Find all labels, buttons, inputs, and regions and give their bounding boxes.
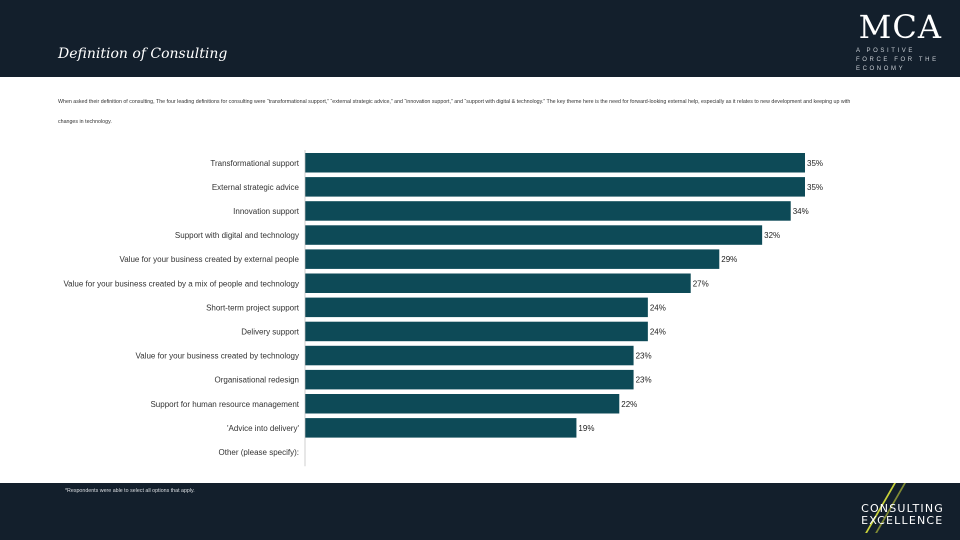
value-label: 24% (650, 303, 666, 312)
category-label: Support for human resource management (150, 400, 299, 409)
bar (305, 225, 763, 245)
category-label: Value for your business created by a mix… (63, 279, 299, 288)
value-label: 27% (693, 279, 709, 288)
brand-line-1: CONSULTING (861, 502, 944, 515)
bar-chart: Transformational support 35% External stra… (63, 150, 823, 467)
value-label: 24% (650, 327, 666, 336)
bar (305, 249, 720, 269)
category-label: External strategic advice (212, 183, 300, 192)
category-label: Support with digital and technology (175, 231, 299, 240)
value-label: 35% (807, 183, 823, 192)
bar (305, 321, 648, 342)
bar (305, 177, 805, 197)
category-label: Other (please specify): (219, 448, 299, 457)
bar (305, 273, 691, 293)
brand-line-2: EXCELLENCE (861, 514, 944, 527)
footer-bar: *Respondents were able to select all opt… (0, 483, 960, 540)
header-bar: Definition of Consulting MCA A POSITIVE … (0, 0, 960, 77)
mca-logo-tagline: A POSITIVE FORCE FOR THE ECONOMY (856, 48, 939, 72)
category-label: Transformational support (210, 159, 299, 168)
category-label: 'Advice into delivery' (227, 424, 299, 433)
bar (305, 153, 805, 173)
intro-text: When asked their definition of consultin… (58, 99, 851, 125)
category-label: Organisational redesign (215, 376, 300, 385)
bar (305, 394, 620, 414)
bar (305, 201, 791, 221)
bar (305, 369, 634, 390)
value-label: 23% (636, 376, 652, 385)
mca-logo: MCA (858, 8, 942, 46)
consulting-excellence-logo: CONSULTING EXCELLENCE (861, 503, 944, 527)
bar (305, 345, 634, 366)
category-label: Delivery support (241, 327, 300, 336)
value-label: 32% (764, 231, 780, 240)
category-label: Innovation support (233, 207, 300, 216)
value-label: 35% (807, 159, 823, 168)
category-label: Value for your business created by techn… (135, 352, 299, 361)
footnote: *Respondents were able to select all opt… (65, 488, 195, 494)
value-label: 19% (578, 424, 594, 433)
category-label: Short-term project support (206, 303, 300, 312)
bar (305, 418, 577, 438)
value-label: 34% (793, 207, 809, 216)
bar (305, 297, 648, 318)
value-label: 22% (621, 400, 637, 409)
value-label: 23% (636, 352, 652, 361)
page-title: Definition of Consulting (58, 46, 228, 62)
value-label: 29% (721, 255, 737, 264)
category-label: Value for your business created by exter… (119, 255, 299, 264)
